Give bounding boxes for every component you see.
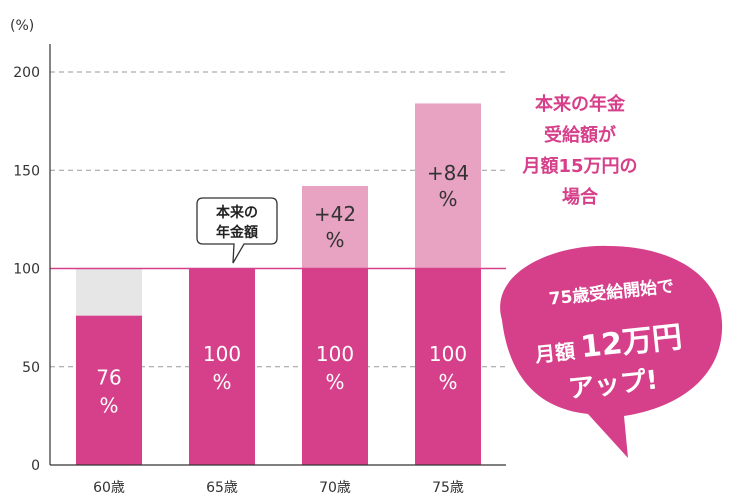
bar-unit-label: % [438, 370, 457, 394]
bar-segment-upper [302, 185, 368, 269]
gain-unit-label: % [325, 228, 344, 252]
bar-unit-label: % [212, 370, 231, 394]
bar-segment-upper [76, 268, 142, 316]
bar-unit-label: % [99, 393, 118, 417]
x-tick-label: 70歳 [319, 480, 351, 496]
note-line-2: 受給額が [544, 124, 616, 146]
y-tick-label: 0 [31, 458, 40, 474]
bar-segment-base [415, 268, 481, 465]
bar-value-label: 100 [203, 342, 241, 366]
note-line-1: 本来の年金 [535, 93, 626, 115]
y-tick-label: 100 [13, 262, 40, 278]
y-tick-label: 200 [13, 65, 40, 81]
burst-shape [500, 245, 723, 458]
callout-line-2: 年金額 [216, 224, 258, 241]
bar-value-label: 100 [316, 342, 354, 366]
x-tick-label: 60歳 [93, 480, 125, 496]
bar-value-label: 100 [429, 342, 467, 366]
callout-line-1: 本来の [216, 204, 258, 221]
x-tick-label: 75歳 [432, 480, 464, 496]
y-tick-label: 150 [13, 163, 40, 179]
bar-unit-label: % [325, 370, 344, 394]
y-unit-label: (%) [10, 18, 34, 34]
bar-value-label: 76 [96, 365, 121, 389]
side-note: 本来の年金 受給額が 月額15万円の 場合 [521, 93, 637, 208]
callout-shape [196, 197, 278, 264]
bar-segment-base [76, 315, 142, 465]
bar-segment-base [189, 268, 255, 465]
burst-line-2-prefix: 月額 [533, 339, 576, 367]
y-tick-label: 50 [22, 360, 40, 376]
bar-segment-upper [415, 103, 481, 269]
gain-value-label: +84 [427, 161, 469, 185]
note-line-4: 場合 [562, 186, 599, 208]
gain-value-label: +42 [314, 202, 356, 226]
bar-segment-base [302, 268, 368, 465]
gain-unit-label: % [438, 187, 457, 211]
note-line-3: 月額15万円の [521, 155, 637, 177]
speech-burst: 75歳受給開始で 月額 12万円 アップ! [500, 245, 723, 458]
x-tick-label: 65歳 [206, 480, 238, 496]
callout-bubble: 本来の 年金額 [196, 197, 278, 264]
